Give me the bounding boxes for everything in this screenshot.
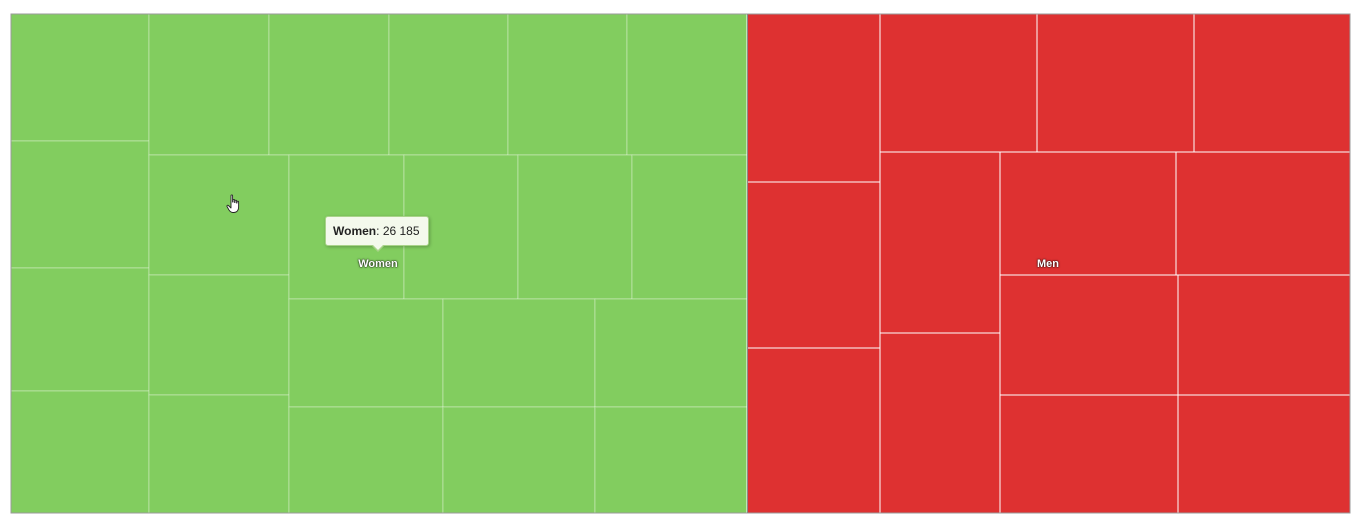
men-group[interactable] — [746, 13, 1351, 514]
tooltip: Women: 26 185 — [325, 216, 429, 246]
women-cell-7[interactable] — [388, 13, 509, 156]
tooltip-arrow-inner — [373, 245, 383, 250]
men-cell-6[interactable] — [1193, 13, 1351, 153]
women-cell-3[interactable] — [10, 267, 150, 392]
women-cell-22[interactable] — [594, 406, 748, 514]
men-cell-5[interactable] — [1036, 13, 1195, 153]
tooltip-separator: : — [376, 224, 380, 238]
men-cell-13[interactable] — [999, 394, 1179, 514]
women-cell-10[interactable] — [148, 154, 290, 276]
men-cell-7[interactable] — [879, 151, 1001, 334]
hand-pointer-icon — [226, 194, 240, 213]
tooltip-value: 26 185 — [382, 224, 420, 238]
women-cell-11[interactable] — [148, 274, 290, 396]
men-cell-8[interactable] — [879, 332, 1001, 514]
women-cell-17[interactable] — [288, 298, 444, 408]
men-cell-11[interactable] — [999, 274, 1179, 396]
women-cell-5[interactable] — [148, 13, 270, 156]
women-cell-16[interactable] — [631, 154, 748, 300]
women-cell-9[interactable] — [626, 13, 748, 156]
women-cell-15[interactable] — [517, 154, 633, 300]
women-cell-21[interactable] — [442, 406, 596, 514]
women-cell-12[interactable] — [148, 394, 290, 514]
women-cell-6[interactable] — [268, 13, 390, 156]
women-cell-8[interactable] — [507, 13, 628, 156]
men-cell-9[interactable] — [999, 151, 1177, 276]
men-cell-4[interactable] — [879, 13, 1038, 153]
men-cell-2[interactable] — [746, 181, 881, 349]
men-cell-1[interactable] — [746, 13, 881, 183]
plot-frame — [10, 13, 1351, 514]
women-cell-4[interactable] — [10, 390, 150, 514]
men-cell-10[interactable] — [1175, 151, 1351, 276]
tooltip-series-name: Women — [333, 224, 377, 238]
women-cell-2[interactable] — [10, 140, 150, 269]
women-cell-19[interactable] — [594, 298, 748, 408]
women-cell-20[interactable] — [288, 406, 444, 514]
men-cell-12[interactable] — [1177, 274, 1351, 396]
women-cell-18[interactable] — [442, 298, 596, 408]
men-cell-3[interactable] — [746, 347, 881, 514]
men-cell-14[interactable] — [1177, 394, 1351, 514]
women-group[interactable] — [10, 13, 748, 514]
women-cell-1[interactable] — [10, 13, 150, 142]
